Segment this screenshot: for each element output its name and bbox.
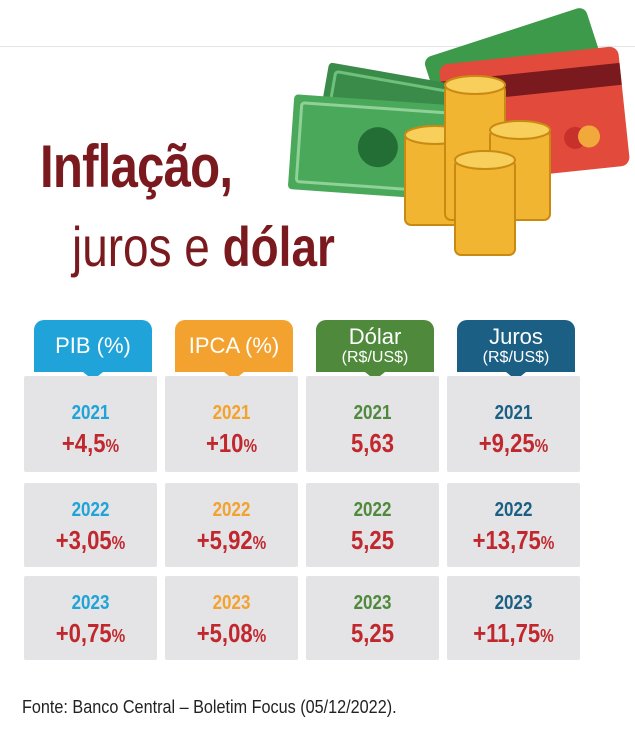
- value-unit: %: [243, 436, 258, 456]
- table-cell: 2023 5,25: [306, 576, 439, 660]
- column-header-unit: (R$/US$): [482, 349, 550, 366]
- indicator-value: +11,75%: [457, 618, 570, 649]
- year-label: 2023: [71, 592, 110, 614]
- value-number: 5,63: [350, 428, 395, 458]
- value-number: +5,08: [196, 618, 253, 648]
- column-header-2: IPCA (%): [175, 320, 293, 372]
- value-number: +13,75: [472, 525, 541, 555]
- indicator-value: 5,25: [316, 525, 429, 556]
- table-cell: 2022 +5,92%: [165, 483, 298, 567]
- value-number: +3,05: [55, 525, 112, 555]
- table-cell: 2023 +0,75%: [24, 576, 157, 660]
- indicator-value: +3,05%: [34, 525, 147, 556]
- year-label: 2021: [353, 402, 392, 424]
- value-unit: %: [111, 533, 126, 553]
- year-label: 2022: [494, 499, 533, 521]
- year-label: 2023: [353, 592, 392, 614]
- value-unit: %: [252, 533, 267, 553]
- table-cell: 2022 5,25: [306, 483, 439, 567]
- indicator-value: +5,92%: [175, 525, 288, 556]
- year-label: 2022: [353, 499, 392, 521]
- year-label: 2021: [494, 402, 533, 424]
- year-label: 2021: [212, 402, 251, 424]
- value-unit: %: [252, 626, 267, 646]
- indicator-value: 5,63: [316, 428, 429, 459]
- title-bold-word: dólar: [222, 215, 335, 278]
- year-label: 2023: [494, 592, 533, 614]
- indicator-value: +4,5%: [34, 428, 147, 459]
- source-note: Fonte: Banco Central – Boletim Focus (05…: [22, 697, 397, 717]
- value-number: +9,25: [478, 428, 535, 458]
- table-cell: 2022 +3,05%: [24, 483, 157, 567]
- coins-icon: [404, 75, 551, 256]
- indicator-value: +9,25%: [457, 428, 570, 459]
- year-label: 2022: [212, 499, 251, 521]
- column-header-label: Juros: [489, 324, 543, 349]
- column-header-unit: (R$/US$): [341, 349, 409, 366]
- value-unit: %: [105, 436, 120, 456]
- value-number: +5,92: [196, 525, 253, 555]
- indicator-value: 5,25: [316, 618, 429, 649]
- table-cell: 2022 +13,75%: [447, 483, 580, 567]
- indicator-value: +13,75%: [457, 525, 570, 556]
- title-line-1: Inflação,: [40, 133, 233, 200]
- column-header-label: PIB (%): [55, 333, 131, 358]
- value-unit: %: [111, 626, 126, 646]
- value-unit: %: [540, 626, 554, 646]
- value-number: 5,25: [350, 525, 395, 555]
- table-cell: 2021 5,63: [306, 376, 439, 472]
- indicator-value: +0,75%: [34, 618, 147, 649]
- value-unit: %: [534, 436, 549, 456]
- column-header-label: Dólar: [348, 324, 402, 349]
- year-label: 2021: [71, 402, 110, 424]
- money-illustration: [288, 8, 630, 256]
- table-cell: 2021 +10%: [165, 376, 298, 472]
- column-header-1: PIB (%): [34, 320, 152, 372]
- column-header-label: IPCA (%): [188, 333, 280, 358]
- column-header-4: Juros (R$/US$): [457, 320, 575, 372]
- value-number: +4,5: [61, 428, 106, 458]
- table-cell: 2023 +5,08%: [165, 576, 298, 660]
- indicator-value: +5,08%: [175, 618, 288, 649]
- table-cell: 2021 +9,25%: [447, 376, 580, 472]
- value-number: +10: [205, 428, 244, 458]
- value-number: +0,75: [55, 618, 112, 648]
- indicator-value: +10%: [175, 428, 288, 459]
- title-line-2: juros e dólar: [72, 215, 335, 278]
- value-number: +11,75: [473, 618, 541, 648]
- value-unit: %: [540, 533, 555, 553]
- year-label: 2023: [212, 592, 251, 614]
- table-cell: 2021 +4,5%: [24, 376, 157, 472]
- table-cell: 2023 +11,75%: [447, 576, 580, 660]
- value-number: 5,25: [350, 618, 395, 648]
- column-header-3: Dólar (R$/US$): [316, 320, 434, 372]
- top-divider: [0, 46, 635, 47]
- year-label: 2022: [71, 499, 110, 521]
